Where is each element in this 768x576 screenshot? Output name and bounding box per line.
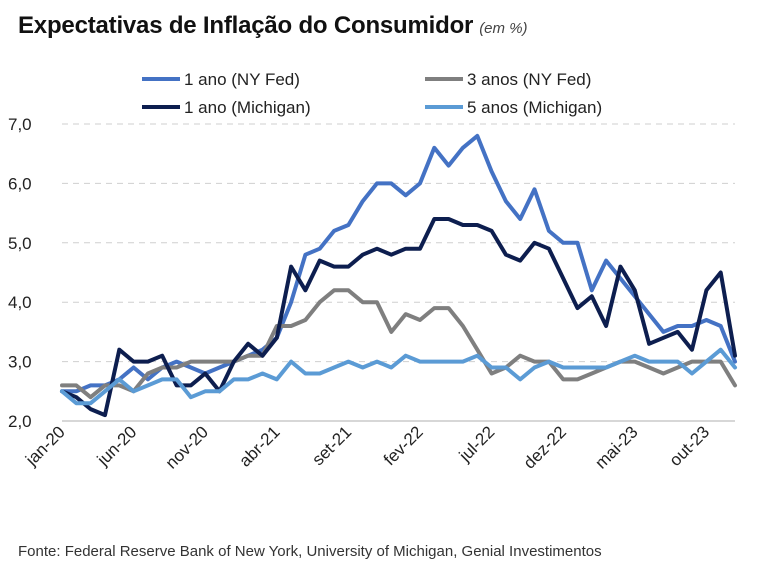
- chart-title-unit: (em %): [479, 20, 528, 37]
- x-tick-label: set-21: [308, 422, 355, 469]
- x-tick-label: fev-22: [380, 422, 427, 469]
- y-tick-label: 2,0: [8, 412, 32, 431]
- chart-title: Expectativas de Inflação do Consumidor (e…: [18, 12, 528, 40]
- series-line-1: [60, 133, 737, 394]
- legend-label-2: 3 anos (NY Fed): [467, 70, 591, 89]
- x-tick-label: jun-20: [93, 422, 141, 470]
- x-tick-label: abr-21: [235, 422, 283, 470]
- source-note: Fonte: Federal Reserve Bank of New York,…: [18, 543, 602, 560]
- legend: 1 ano (NY Fed) 3 anos (NY Fed) 1 ano (Mich…: [142, 70, 602, 117]
- series-line-3: [60, 217, 737, 418]
- y-axis-ticks: 2,0 3,0 4,0 5,0 6,0 7,0: [8, 115, 32, 431]
- x-tick-label: mai-23: [591, 422, 641, 472]
- y-tick-label: 4,0: [8, 293, 32, 312]
- y-tick-label: 5,0: [8, 234, 32, 253]
- y-tick-label: 7,0: [8, 115, 32, 134]
- gridlines: [62, 123, 735, 422]
- x-tick-label: dez-22: [520, 422, 570, 472]
- legend-label-4: 5 anos (Michigan): [467, 98, 602, 117]
- x-tick-label: out-23: [666, 422, 714, 470]
- series-lines: [60, 133, 737, 418]
- x-tick-label: nov-20: [162, 422, 212, 472]
- y-tick-label: 3,0: [8, 353, 32, 372]
- legend-label-3: 1 ano (Michigan): [184, 98, 311, 117]
- y-tick-label: 6,0: [8, 174, 32, 193]
- x-axis-ticks: jan-20 jun-20 nov-20 abr-21 set-21 fev-22 jul-…: [21, 422, 713, 472]
- series-line-4: [60, 347, 737, 406]
- legend-label-1: 1 ano (NY Fed): [184, 70, 300, 89]
- x-tick-label: jul-22: [455, 422, 499, 466]
- chart-title-main: Expectativas de Inflação do Consumidor: [18, 12, 474, 39]
